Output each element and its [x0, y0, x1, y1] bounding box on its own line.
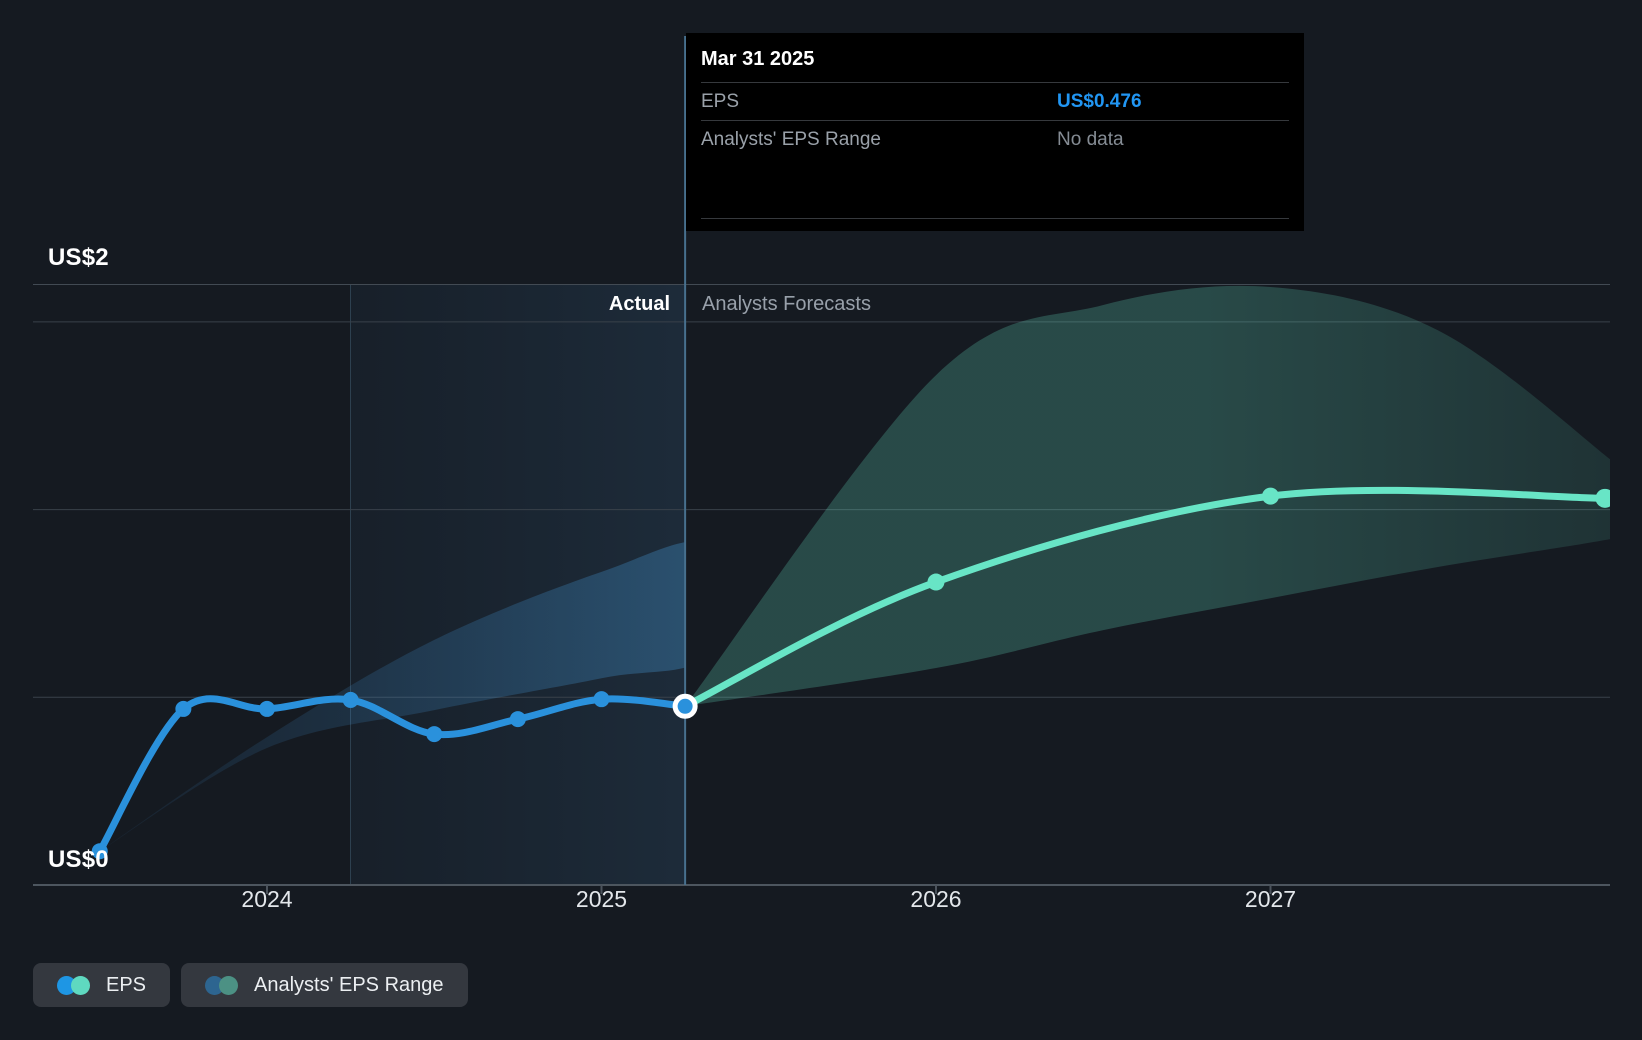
analysts-eps-range-band [685, 285, 1610, 707]
tooltip-range-row: Analysts' EPS Range No data [701, 121, 1289, 158]
analysts-forecasts-label: Analysts Forecasts [702, 293, 871, 315]
tooltip-eps-row: EPS US$0.476 [701, 83, 1289, 120]
y-axis-label-top: US$2 [48, 244, 109, 271]
tooltip-eps-label: EPS [701, 91, 740, 112]
tooltip-eps-value: US$0.476 [1057, 91, 1142, 112]
legend-item-eps[interactable]: EPS [33, 963, 171, 1007]
eps-data-point[interactable] [259, 700, 275, 717]
legend: EPS Analysts' EPS Range [33, 963, 468, 1007]
eps-data-point[interactable] [175, 700, 192, 717]
legend-item-analysts-eps-range[interactable]: Analysts' EPS Range [181, 963, 468, 1007]
eps-forecast-line [681, 486, 1609, 710]
forecast-data-point[interactable] [1262, 487, 1279, 505]
y-axis-label-bottom: US$0 [48, 846, 109, 873]
tooltip-divider [701, 120, 1289, 121]
x-axis-label: 2026 [910, 886, 962, 912]
tooltip-divider [701, 82, 1289, 83]
range-legend-icon [205, 975, 239, 995]
chart-tooltip: Mar 31 2025 EPS US$0.476 Analysts' EPS R… [686, 33, 1304, 231]
x-axis-label: 2024 [241, 886, 293, 912]
legend-item-label: EPS [106, 973, 147, 996]
tooltip-date: Mar 31 2025 [701, 48, 815, 70]
eps-data-point[interactable] [509, 711, 526, 728]
forecast-data-point[interactable] [1595, 488, 1615, 508]
x-axis-label: 2027 [1244, 886, 1297, 912]
historical-range-band [99, 542, 686, 852]
eps-data-point[interactable] [342, 691, 359, 708]
actual-label: Actual [608, 293, 670, 315]
eps-legend-icon [57, 975, 90, 995]
tooltip-range-label: Analysts' EPS Range [701, 129, 881, 150]
forecast-data-point[interactable] [927, 573, 945, 591]
legend-item-label: Analysts' EPS Range [254, 973, 444, 996]
eps-data-point[interactable] [426, 726, 443, 743]
x-axis-label: 2025 [575, 886, 628, 912]
tooltip-divider [701, 218, 1289, 219]
selected-data-point[interactable] [672, 693, 698, 719]
tooltip-range-value: No data [1057, 129, 1124, 150]
eps-data-point[interactable] [593, 691, 610, 708]
eps-data-point[interactable] [91, 843, 108, 860]
